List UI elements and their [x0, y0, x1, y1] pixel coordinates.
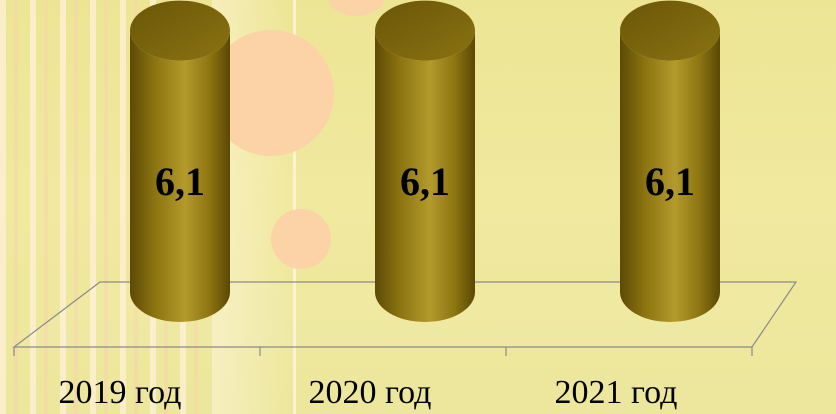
- category-label-1: 2019 год: [59, 374, 182, 411]
- data-label-2: 6,1: [400, 159, 450, 204]
- bar-body-2: [375, 30, 475, 322]
- category-label-3: 2021 год: [555, 374, 678, 411]
- bar-body-3: [620, 30, 720, 322]
- category-label-2: 2020 год: [309, 374, 432, 411]
- bar-1: [130, 0, 230, 322]
- bar-top-2: [375, 0, 475, 61]
- data-label-1: 6,1: [155, 159, 205, 204]
- bar-body-1: [130, 30, 230, 322]
- decorative-thin-line: [293, 0, 296, 414]
- bar-2: [375, 0, 475, 322]
- bar-top-3: [620, 0, 720, 61]
- decorative-bubble-top: [328, 0, 384, 16]
- data-label-3: 6,1: [645, 159, 695, 204]
- bar-3: [620, 0, 720, 322]
- bar-top-1: [130, 0, 230, 61]
- decorative-bubble-small: [271, 209, 331, 269]
